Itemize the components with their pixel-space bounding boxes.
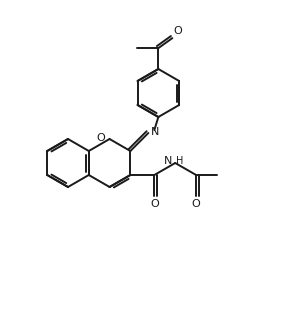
Text: O: O — [173, 26, 182, 36]
Text: H: H — [176, 156, 184, 166]
Text: O: O — [150, 199, 159, 209]
Text: N: N — [164, 156, 172, 166]
Text: N: N — [151, 127, 160, 137]
Text: O: O — [97, 133, 106, 143]
Text: O: O — [192, 199, 201, 209]
